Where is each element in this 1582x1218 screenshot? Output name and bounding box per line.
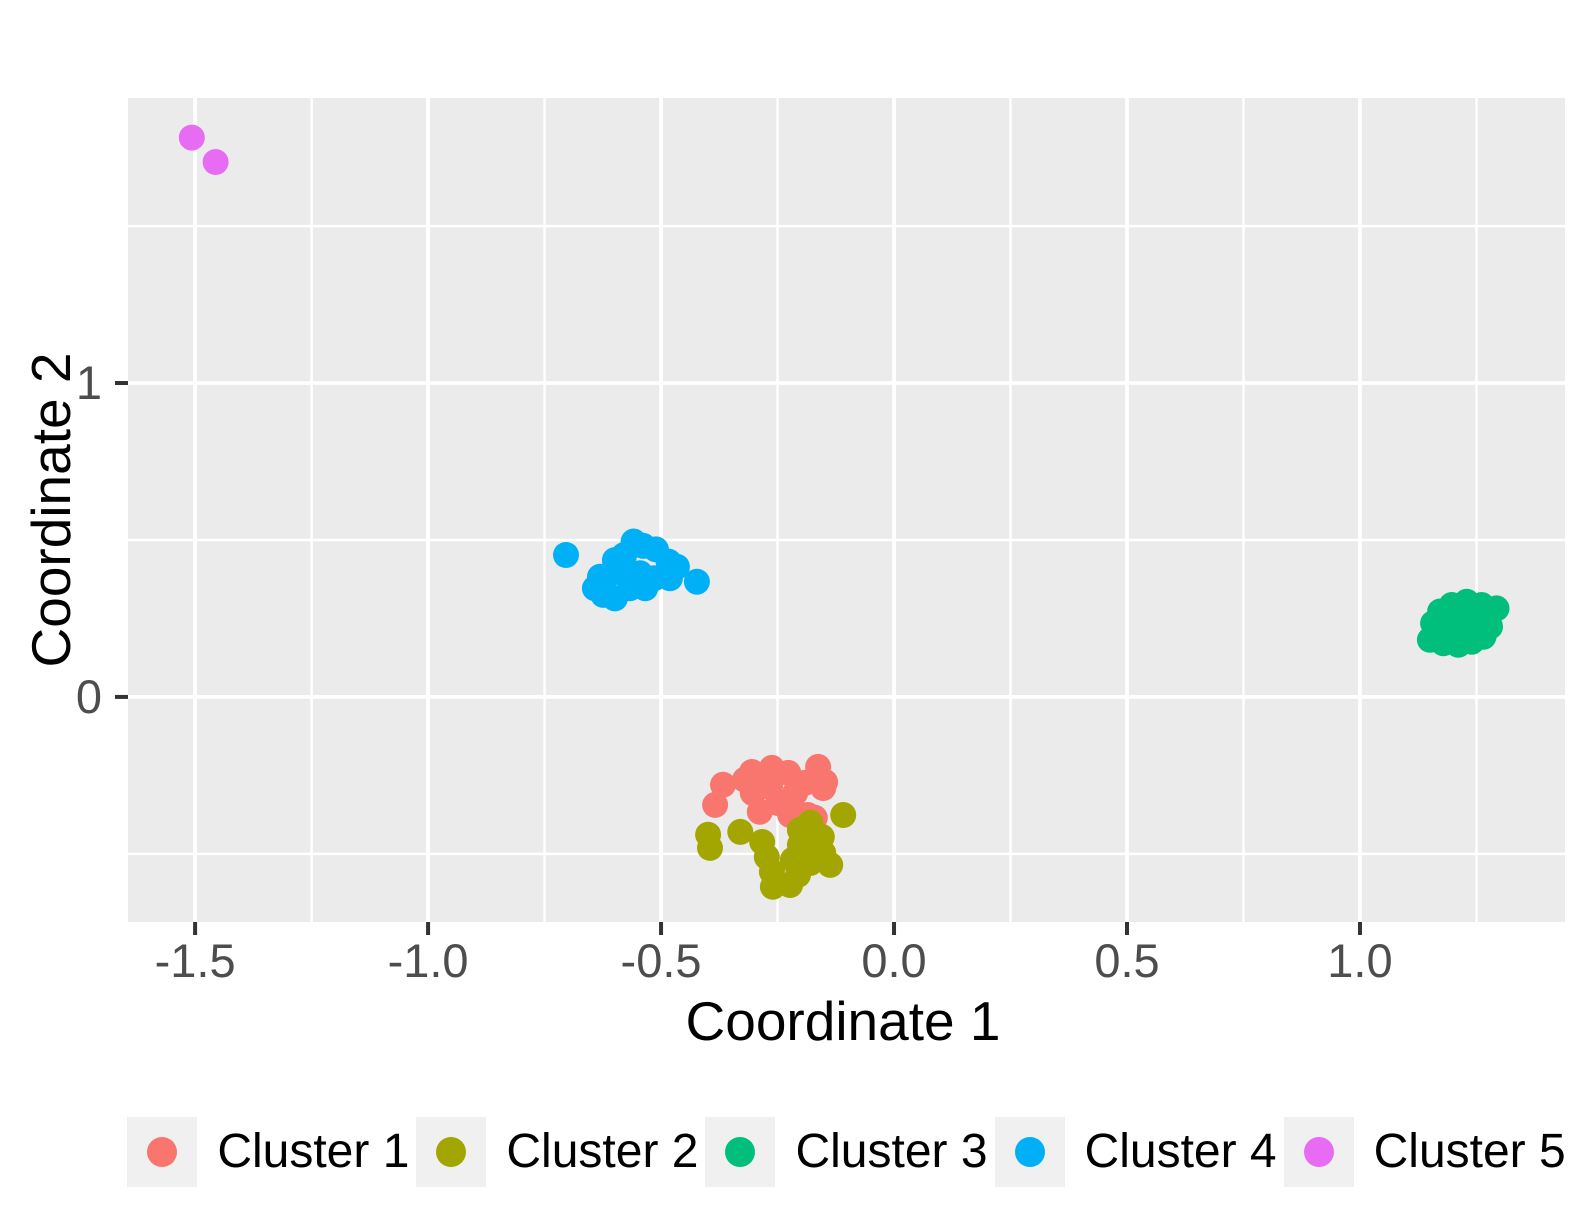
legend-entry-cluster-4: Cluster 4 [994, 1117, 1277, 1187]
data-point-cluster-4 [620, 528, 647, 555]
y-tick-label: 0 [76, 670, 102, 723]
legend-label: Cluster 3 [795, 1125, 988, 1178]
data-point-cluster-1 [702, 791, 729, 818]
axis-tick-labels: -1.5 -1.0 -0.5 0.0 0.5 1.0 0 1 [76, 356, 1393, 987]
minor-gridlines [128, 98, 1565, 922]
data-point-cluster-4 [601, 547, 628, 574]
legend-label: Cluster 4 [1084, 1125, 1277, 1178]
data-points-layer [178, 124, 1510, 900]
legend-dot-icon [147, 1137, 178, 1167]
data-point-cluster-3 [1470, 623, 1497, 650]
data-point-cluster-5 [202, 149, 229, 175]
legend-dot-icon [436, 1137, 467, 1167]
legend-label: Cluster 1 [217, 1125, 410, 1178]
legend-entry-cluster-2: Cluster 2 [416, 1117, 698, 1187]
legend-dot-icon [725, 1137, 756, 1167]
x-tick-label: 0.5 [1094, 934, 1159, 987]
y-tick-label: 1 [76, 356, 102, 409]
data-point-cluster-4 [632, 575, 659, 602]
legend-key [416, 1117, 487, 1187]
x-tick-label: 0.0 [861, 934, 926, 987]
data-point-cluster-4 [683, 568, 710, 595]
legend-key [127, 1117, 198, 1187]
legend-entry-cluster-1: Cluster 1 [127, 1117, 409, 1187]
legend-dot-icon [1014, 1137, 1045, 1167]
data-point-cluster-1 [710, 771, 736, 798]
data-point-cluster-2 [727, 818, 754, 845]
x-tick-label: -1.5 [155, 934, 236, 987]
legend-key [705, 1117, 776, 1187]
legend-label: Cluster 2 [506, 1125, 699, 1178]
legend: Cluster 1 Cluster 2 Cluster 3 Cluster 4 Clus… [127, 1116, 1566, 1188]
x-axis-title: Coordinate 1 [686, 990, 1001, 1052]
legend-label: Cluster 5 [1373, 1125, 1566, 1178]
axis-tick-marks [115, 381, 1362, 935]
y-axis-title: Coordinate 2 [20, 353, 82, 668]
data-point-cluster-2 [830, 802, 857, 828]
legend-key [1283, 1117, 1354, 1187]
x-tick-label: -0.5 [621, 934, 702, 987]
legend-dot-icon [1303, 1137, 1334, 1167]
legend-entry-cluster-3: Cluster 3 [705, 1117, 988, 1187]
data-point-cluster-2 [817, 851, 844, 878]
data-point-cluster-2 [777, 872, 804, 898]
data-point-cluster-4 [553, 542, 579, 568]
x-tick-label: -1.0 [388, 934, 469, 987]
legend-key [994, 1117, 1065, 1187]
data-point-cluster-5 [178, 124, 205, 151]
data-point-cluster-1 [812, 769, 839, 795]
major-gridlines [128, 98, 1565, 922]
data-point-cluster-2 [697, 834, 723, 861]
legend-entry-cluster-5: Cluster 5 [1283, 1117, 1566, 1187]
data-point-cluster-1 [738, 759, 765, 785]
x-tick-label: 1.0 [1327, 934, 1392, 987]
plot-panel [128, 98, 1565, 922]
